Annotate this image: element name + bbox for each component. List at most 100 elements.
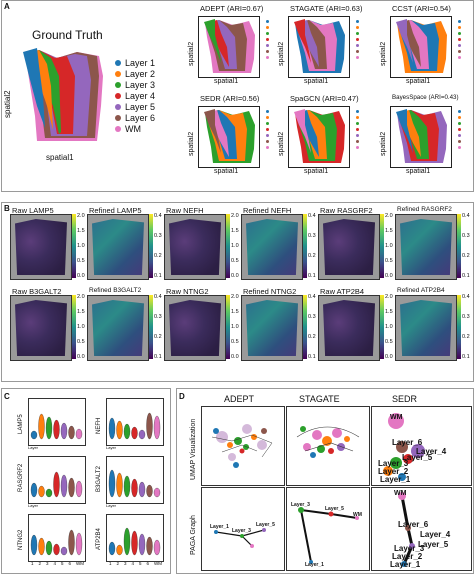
heatmap-title: Refined LAMP5 <box>89 206 142 215</box>
colorbar-tick: 0.5 <box>231 339 239 345</box>
colorbar <box>457 214 461 278</box>
violin-xtick: 4 <box>53 561 57 566</box>
sedr-paga-label: Layer_4 <box>420 530 451 539</box>
umap-sedr: WM Layer_6 Layer_4 Layer_5 Layer_3 Layer… <box>371 406 472 486</box>
umap-adept <box>201 406 285 486</box>
legend-dot <box>458 20 461 23</box>
violin-xlabel: Layer <box>28 503 39 508</box>
expression-map <box>241 214 303 280</box>
method-title: SEDR (ARI=0.56) <box>200 94 260 103</box>
legend-dot <box>356 56 359 59</box>
legend-dot <box>458 122 461 125</box>
expression-map <box>318 214 380 280</box>
legend-dot <box>266 146 269 149</box>
method-legend-dots <box>266 110 269 149</box>
colorbar-tick: 0.2 <box>308 253 316 259</box>
method-legend-dots <box>458 20 461 59</box>
legend-label: Layer 3 <box>125 79 156 90</box>
violin-gene-label: NEFH <box>96 417 102 434</box>
legend-dot <box>266 134 269 137</box>
legend-dot <box>266 122 269 125</box>
ground-truth-legend: Layer 1 Layer 2 Layer 3 Layer 4 Layer 5 … <box>115 57 155 134</box>
colorbar-tick: 0.3 <box>154 233 162 239</box>
sedr-paga-label: WM <box>394 490 407 497</box>
paga-adept-label: Layer_5 <box>256 522 275 528</box>
legend-dot <box>458 26 461 29</box>
heatmap-title: Raw NEFH <box>166 206 204 215</box>
method-xlabel: spatial1 <box>214 78 239 85</box>
colorbar-tick: 0.2 <box>154 253 162 259</box>
violin-xtick: 2 <box>38 561 42 566</box>
sedr-umap-label: WM <box>390 414 403 421</box>
violin-xtick: 1 <box>31 561 34 566</box>
colorbar-tick: 2.0 <box>77 294 85 300</box>
colorbar-tick: 0.5 <box>231 258 239 264</box>
colorbar-tick: 0.2 <box>462 334 470 340</box>
colorbar <box>72 214 76 278</box>
ground-truth-xlabel: spatial1 <box>46 153 74 162</box>
method-xlabel: spatial1 <box>406 168 431 175</box>
violin-xlabel: Layer <box>106 445 117 450</box>
sedr-umap-label: Layer_4 <box>416 447 447 456</box>
colorbar-tick: 1.5 <box>385 309 393 315</box>
method-ylabel: spatial2 <box>278 131 285 156</box>
expression-map <box>10 295 72 361</box>
method-title: CCST (ARI=0.54) <box>392 4 451 13</box>
paga-stagate-label: Layer_3 <box>291 502 310 508</box>
legend-dot <box>266 116 269 119</box>
colorbar-tick: 0.5 <box>385 258 393 264</box>
d-col-title-sedr: SEDR <box>392 394 418 404</box>
paga-sedr: WM Layer_6 Layer_4 Layer_5 Layer_3 Layer… <box>371 487 472 571</box>
legend-dot <box>266 110 269 113</box>
method-plot <box>198 16 260 78</box>
colorbar-tick: 0.2 <box>462 253 470 259</box>
method-title: ADEPT (ARI=0.67) <box>200 4 264 13</box>
colorbar-tick: 1.0 <box>231 243 239 249</box>
heatmap-title: Raw B3GALT2 <box>12 287 62 296</box>
colorbar-tick: 0.5 <box>385 339 393 345</box>
paga-adept-label: Layer_3 <box>232 528 251 534</box>
d-col-title-stagate: STAGATE <box>299 394 340 404</box>
colorbar-tick: 1.5 <box>77 309 85 315</box>
colorbar-tick: 1.0 <box>231 324 239 330</box>
colorbar-tick: 1.0 <box>385 243 393 249</box>
expression-map <box>395 295 457 361</box>
heatmap-title: Refined ATP2B4 <box>397 287 445 294</box>
method-legend-dots <box>266 20 269 59</box>
legend-dot <box>458 134 461 137</box>
violin-gene-label: B3GALT2 <box>96 466 102 492</box>
legend-dot <box>356 122 359 125</box>
sedr-paga-label: Layer_3 <box>394 544 425 553</box>
colorbar-tick: 0.3 <box>462 233 470 239</box>
colorbar-tick: 0.3 <box>154 314 162 320</box>
legend-dot <box>458 116 461 119</box>
method-xlabel: spatial1 <box>214 168 239 175</box>
colorbar-tick: 0.4 <box>154 213 162 219</box>
legend-dot <box>356 50 359 53</box>
colorbar-tick: 1.0 <box>77 243 85 249</box>
paga-adept-label: Layer_1 <box>210 524 229 530</box>
method-title: BayesSpace (ARI=0.43) <box>392 94 459 101</box>
colorbar-tick: 0.4 <box>308 294 316 300</box>
expression-map <box>10 214 72 280</box>
expression-map <box>241 295 303 361</box>
colorbar-tick: 2.0 <box>385 213 393 219</box>
legend-item: Layer 2 <box>115 68 155 79</box>
colorbar-tick: 0.3 <box>462 314 470 320</box>
violin-plot <box>106 398 164 446</box>
violin-xtick: 5 <box>61 561 64 566</box>
legend-dot <box>356 134 359 137</box>
legend-item: Layer 5 <box>115 101 155 112</box>
colorbar <box>380 295 384 359</box>
legend-dot <box>356 26 359 29</box>
colorbar-tick: 0.4 <box>308 213 316 219</box>
legend-dot <box>266 20 269 23</box>
violin-plot <box>28 514 86 562</box>
colorbar-tick: 1.0 <box>385 324 393 330</box>
expression-map <box>395 214 457 280</box>
paga-stagate-label: Layer_1 <box>305 562 324 568</box>
method-legend-dots <box>356 110 359 149</box>
colorbar-tick: 0.3 <box>308 314 316 320</box>
violin-xtick: 4 <box>131 561 135 566</box>
legend-label: Layer 6 <box>125 112 156 123</box>
